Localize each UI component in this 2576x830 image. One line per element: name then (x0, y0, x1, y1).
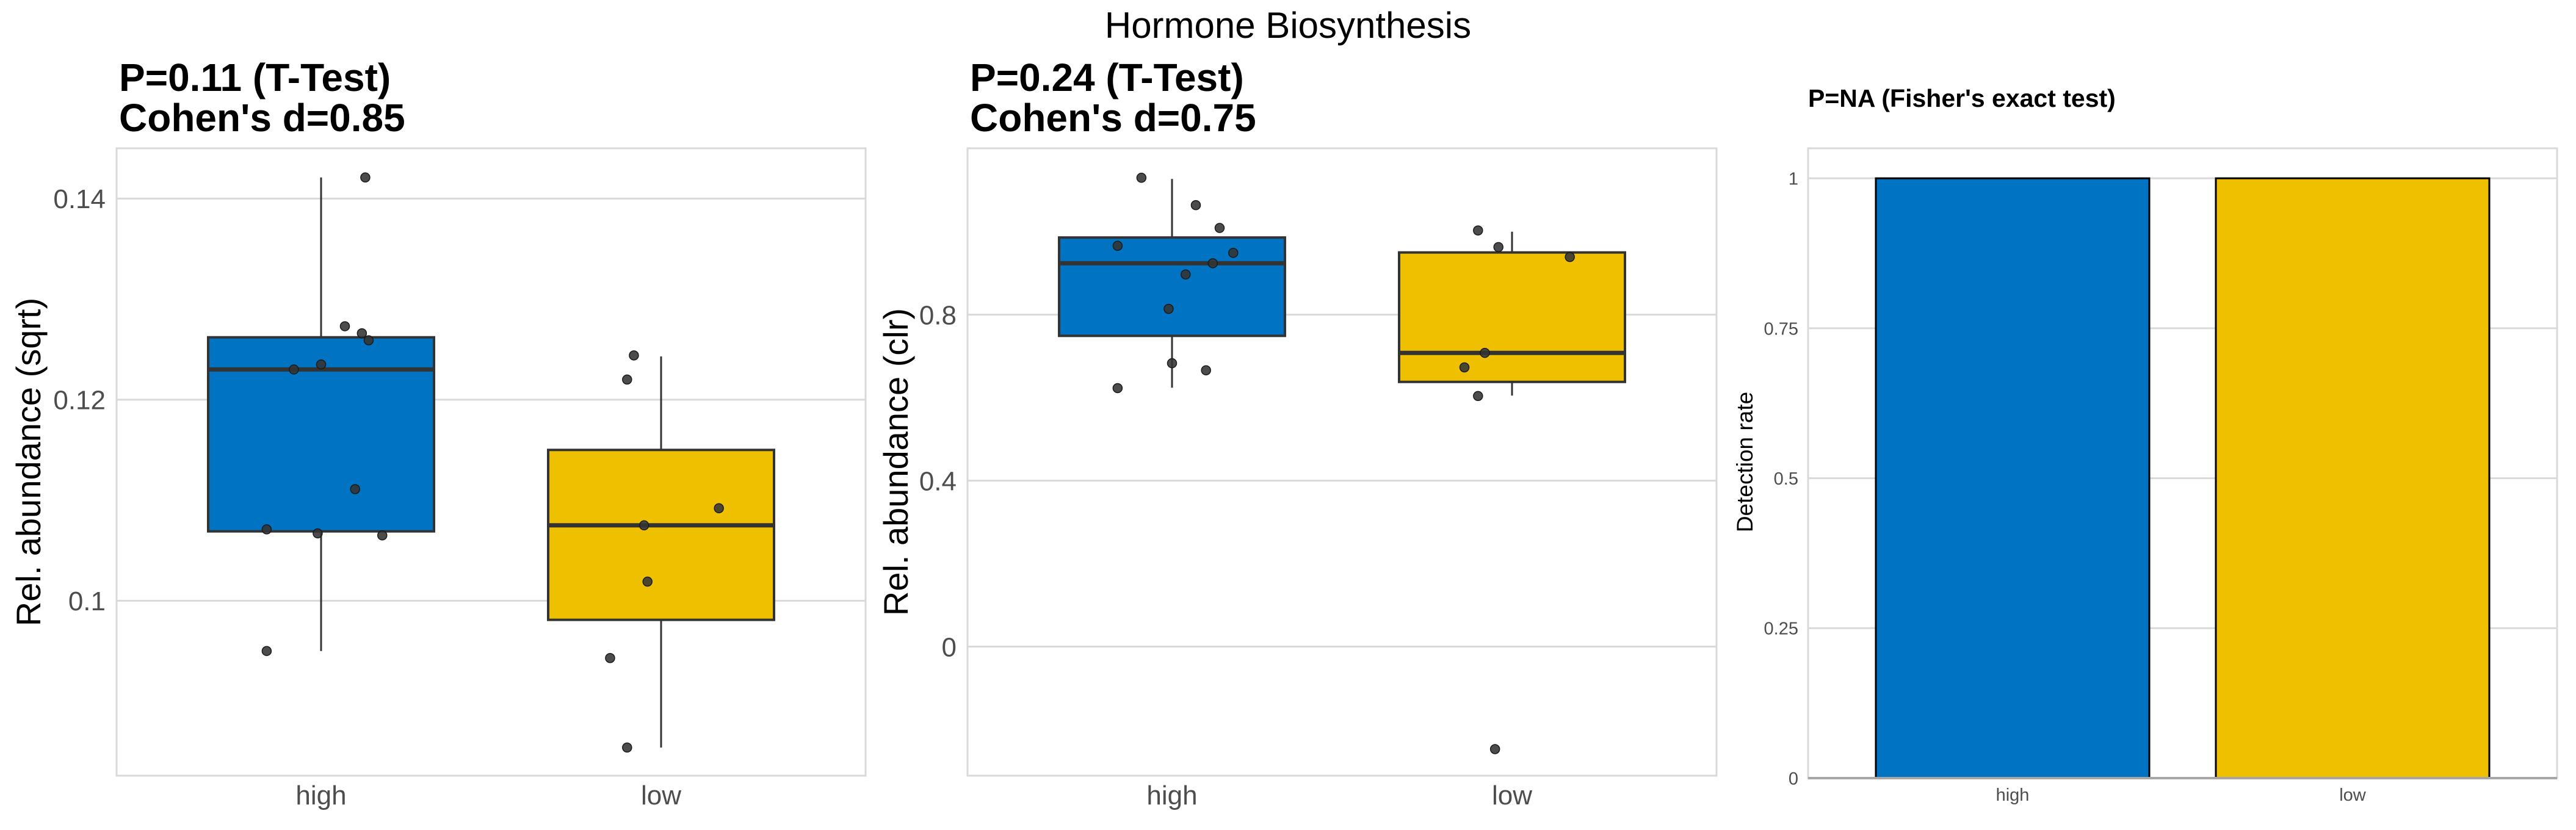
boxplot-high (1058, 179, 1286, 388)
data-point (639, 520, 649, 531)
points-low (605, 350, 724, 753)
x-tick-label-high: high (1996, 785, 2030, 805)
data-point (1489, 744, 1500, 754)
data-point (622, 742, 632, 753)
y-tick-label: 0 (1789, 769, 1798, 789)
x-tick-labels: high low (1996, 785, 2367, 805)
y-tick-label: 0.14 (53, 184, 106, 214)
data-point (642, 576, 653, 587)
y-tick-label: 0 (942, 632, 957, 662)
data-point (261, 524, 272, 535)
data-point (1112, 383, 1123, 394)
data-point (339, 321, 350, 331)
panel-sqrt-boxplot: P=0.11 (T-Test) Cohen's d=0.85 Rel. abun… (9, 56, 867, 810)
y-tick-label: 0.75 (1764, 319, 1798, 339)
data-point (1201, 365, 1211, 375)
data-point (1459, 362, 1470, 373)
box-iqr (1398, 251, 1626, 383)
data-point (350, 484, 360, 494)
data-point (605, 653, 615, 663)
boxplot-low (547, 356, 775, 748)
x-tick-label-high: high (1146, 781, 1197, 810)
y-axis-title: Detection rate (1732, 392, 1757, 532)
boxplot-low (1398, 231, 1626, 396)
box-iqr (1058, 236, 1286, 337)
data-point (1207, 258, 1218, 269)
y-tick-label: 1 (1789, 170, 1798, 189)
points-high (261, 172, 388, 656)
data-point (1565, 251, 1575, 262)
x-tick-label-low: low (641, 781, 681, 810)
panel-border (966, 147, 1718, 777)
data-point (1181, 269, 1191, 280)
data-point (622, 374, 632, 385)
data-point (313, 528, 323, 539)
y-tick-labels: 0 0.25 0.5 0.75 1 (1764, 170, 1798, 789)
bar-low (2215, 177, 2491, 779)
points-low (1459, 225, 1575, 754)
box-iqr (547, 449, 775, 621)
y-tick-labels: 0 0.4 0.8 (919, 300, 957, 662)
x-tick-labels: high low (295, 781, 681, 810)
data-point (1167, 358, 1178, 369)
panel-border (115, 147, 867, 777)
x-tick-label-low: low (1492, 781, 1532, 810)
data-point (289, 364, 299, 375)
data-point (261, 646, 272, 656)
panel-clr-boxplot: P=0.24 (T-Test) Cohen's d=0.75 Rel. abun… (877, 56, 1718, 810)
data-point (1163, 303, 1174, 314)
plot-area (966, 147, 1718, 777)
panel-subtitle-line-1: P=0.24 (T-Test) (970, 56, 1244, 99)
data-point (316, 359, 327, 370)
y-axis-title: Rel. abundance (sqrt) (9, 298, 48, 627)
data-point (1214, 223, 1225, 233)
y-tick-label: 0.8 (919, 300, 957, 330)
data-point (1480, 347, 1490, 358)
figure-title: Hormone Biosynthesis (1105, 5, 1471, 46)
data-point (629, 350, 639, 361)
data-point (377, 530, 388, 541)
data-point (1112, 240, 1123, 251)
panel-subtitle-line-1: P=0.11 (T-Test) (119, 56, 391, 99)
data-point (1136, 173, 1147, 183)
points-high (1112, 173, 1239, 394)
y-tick-label: 0.5 (1774, 469, 1798, 489)
plot-area (1807, 147, 2558, 779)
panel-detection-barplot: P=NA (Fisher's exact test) Detection rat… (1732, 84, 2558, 805)
data-point (1473, 391, 1483, 402)
x-tick-labels: high low (1146, 781, 1532, 810)
data-point (1473, 225, 1483, 236)
x-tick-label-low: low (2339, 785, 2367, 805)
y-tick-label: 0.25 (1764, 619, 1798, 639)
data-point (1190, 200, 1201, 211)
plot-area (115, 147, 867, 777)
y-axis-title: Rel. abundance (clr) (877, 308, 915, 616)
data-point (1493, 242, 1503, 253)
y-tick-label: 0.12 (53, 386, 106, 416)
data-point (360, 172, 371, 183)
y-tick-labels: 0.1 0.12 0.14 (53, 184, 106, 616)
data-point (714, 503, 724, 514)
panel-subtitle-line-2: Cohen's d=0.85 (119, 96, 405, 140)
y-tick-label: 0.4 (919, 466, 957, 496)
panel-subtitle-line-2: Cohen's d=0.75 (970, 96, 1256, 140)
data-point (356, 328, 367, 339)
data-point (363, 335, 374, 345)
y-tick-label: 0.1 (68, 586, 106, 616)
data-point (1228, 248, 1239, 258)
panel-subtitle-line-1: P=NA (Fisher's exact test) (1808, 84, 2116, 112)
x-tick-label-high: high (295, 781, 346, 810)
bar-high (1875, 177, 2151, 779)
